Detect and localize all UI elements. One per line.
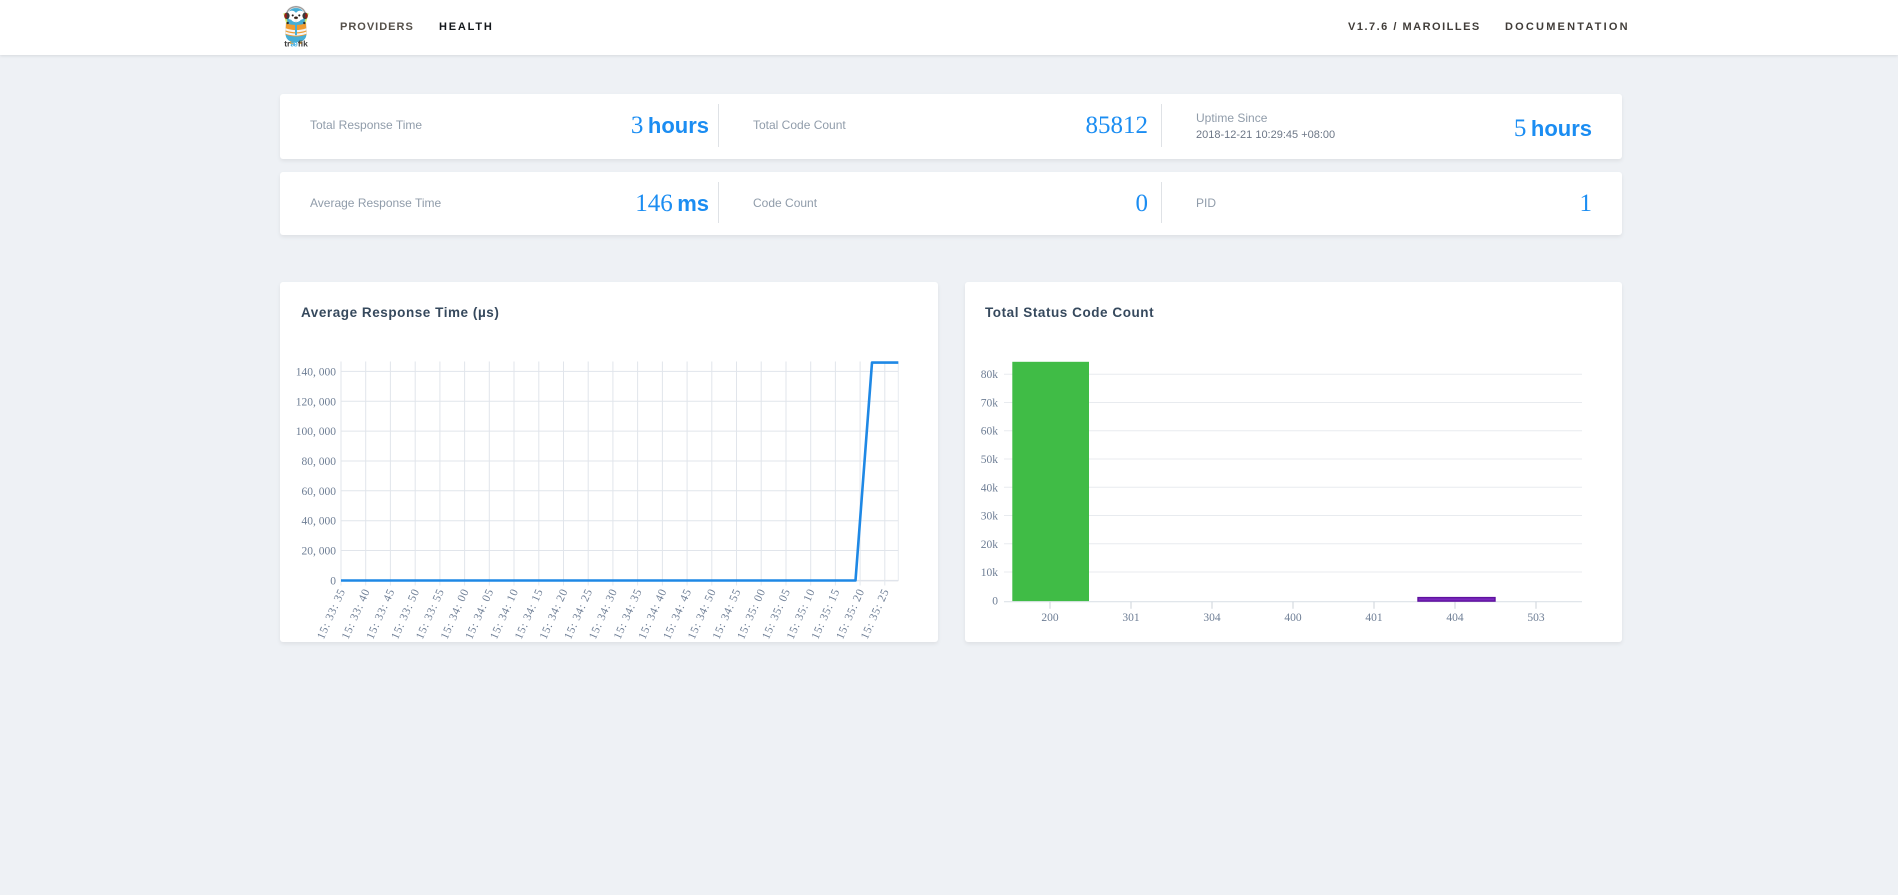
svg-text:304: 304 [1203,612,1221,624]
svg-text:træfik: træfik [284,39,308,48]
svg-text:100, 000: 100, 000 [296,426,337,438]
svg-text:20k: 20k [981,539,999,551]
svg-text:404: 404 [1446,612,1464,624]
svg-text:70k: 70k [981,398,999,410]
svg-text:50k: 50k [981,454,999,466]
svg-text:400: 400 [1284,612,1302,624]
svg-text:80k: 80k [981,369,999,381]
svg-text:20, 000: 20, 000 [302,546,337,558]
svg-text:0: 0 [992,595,998,607]
svg-text:0: 0 [330,575,336,587]
svg-text:60, 000: 60, 000 [302,486,337,498]
svg-text:401: 401 [1365,612,1383,624]
svg-text:10k: 10k [981,567,999,579]
svg-text:301: 301 [1122,612,1140,624]
svg-text:140, 000: 140, 000 [296,366,337,378]
svg-text:40, 000: 40, 000 [302,516,337,528]
svg-text:120, 000: 120, 000 [296,396,337,408]
svg-text:30k: 30k [981,511,999,523]
svg-text:40k: 40k [981,482,999,494]
svg-text:60k: 60k [981,426,999,438]
svg-text:80, 000: 80, 000 [302,456,337,468]
svg-text:503: 503 [1527,612,1545,624]
svg-text:200: 200 [1041,612,1059,624]
